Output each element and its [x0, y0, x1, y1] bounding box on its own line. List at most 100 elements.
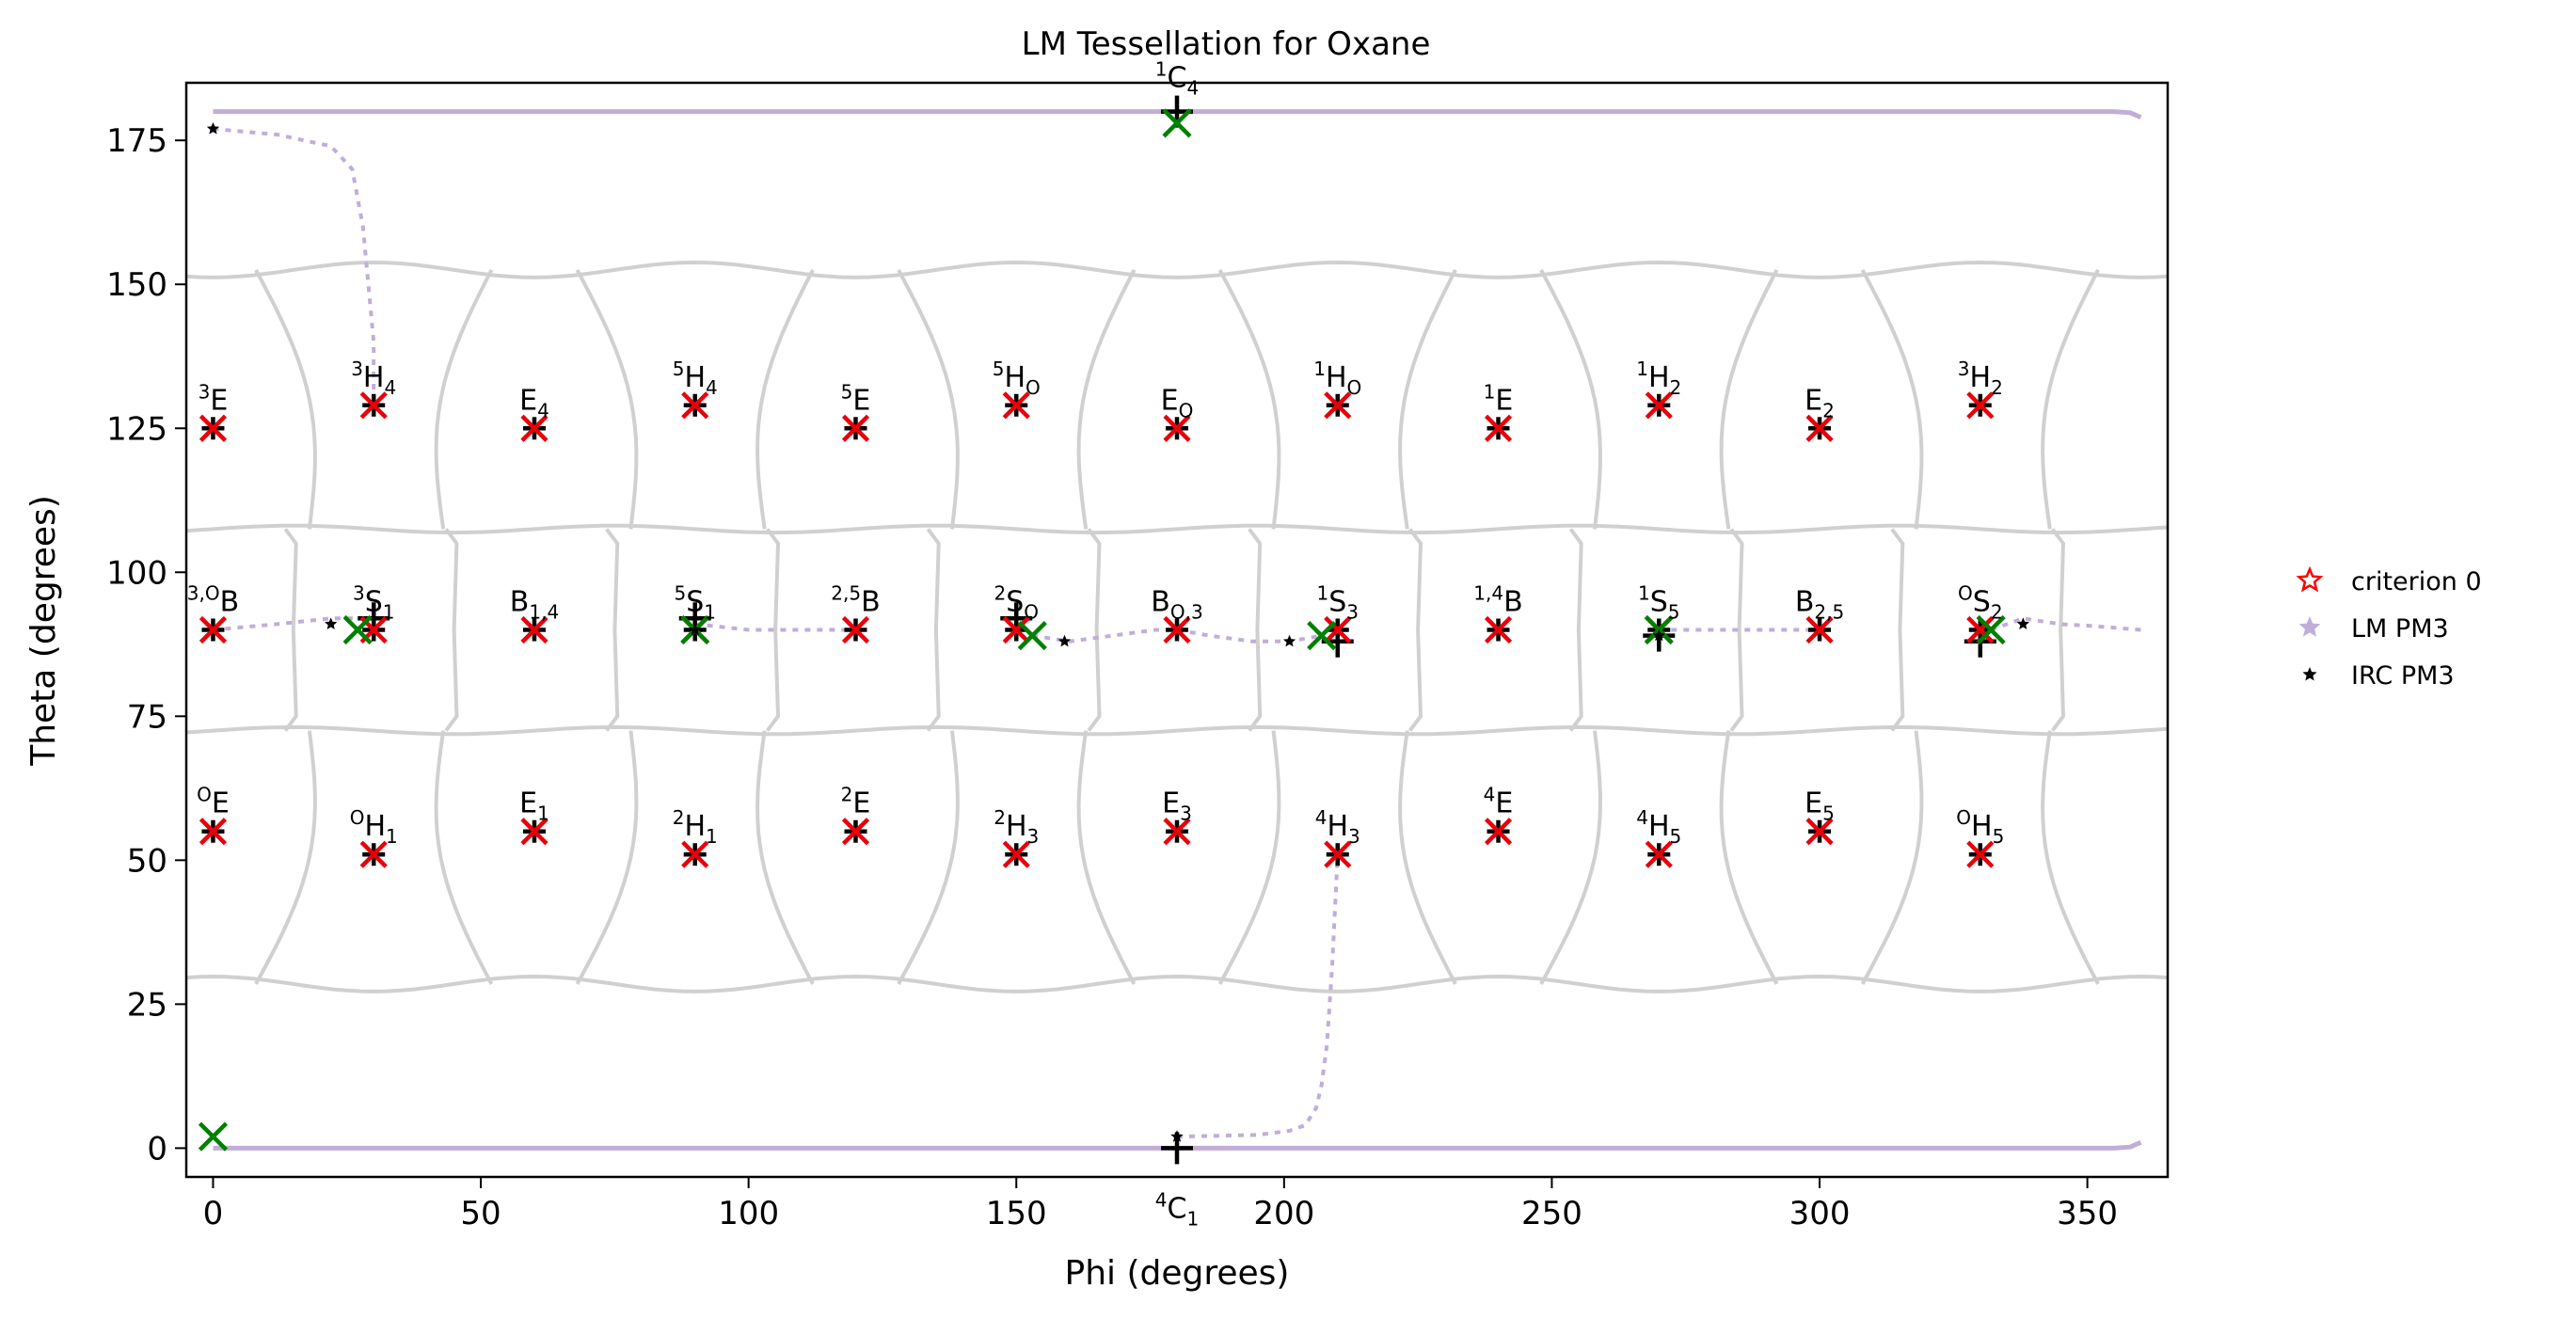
lm-path-dotted — [213, 616, 374, 632]
y-tick-label: 125 — [106, 410, 167, 448]
pucker-label: 1E — [1484, 380, 1514, 417]
y-axis-label: Theta (degrees) — [24, 495, 63, 767]
x-tick-label: 50 — [460, 1195, 501, 1232]
tess-divider-bottom — [1217, 268, 1281, 530]
pucker-label: 5HO — [993, 358, 1041, 399]
x-axis-ticks: 0 50 100 150 200 250 300 350 — [203, 1177, 2118, 1232]
tessellation-cells — [186, 260, 2168, 993]
green-x-marker — [1162, 108, 1192, 138]
tess-divider-middle — [765, 528, 781, 732]
pucker-marker — [520, 818, 549, 846]
tess-divider-middle — [1248, 528, 1263, 732]
pucker-label: 4E — [1484, 784, 1514, 820]
pucker-marker — [1805, 414, 1834, 442]
pucker-label: E1 — [519, 787, 549, 825]
pucker-marker — [520, 414, 549, 442]
pucker-label: 4C1 — [1155, 1188, 1199, 1230]
tess-divider-bottom — [897, 268, 960, 530]
x-tick-label: 200 — [1253, 1195, 1314, 1232]
tess-divider-middle — [444, 528, 459, 732]
pucker-label: 3,OB — [187, 582, 239, 619]
tess-divider-top — [1539, 730, 1602, 985]
pucker-marker — [1163, 615, 1191, 644]
pucker-label: 2,5B — [831, 582, 880, 619]
pucker-label: 3H4 — [351, 358, 396, 399]
tess-divider-top — [1398, 730, 1457, 985]
irc-star-marker — [1170, 1130, 1184, 1142]
x-tick-label: 250 — [1521, 1195, 1582, 1232]
pucker-marker — [1484, 414, 1513, 442]
x-axis-label: Phi (degrees) — [1065, 1254, 1290, 1293]
legend-label: criterion 0 — [2351, 567, 2482, 596]
pucker-marker — [1324, 615, 1352, 644]
pucker-marker — [1163, 414, 1191, 442]
x-tick-label: 350 — [2057, 1195, 2118, 1232]
legend: criterion 0 LM PM3 IRC PM3 — [2296, 565, 2482, 691]
pucker-label: 4H5 — [1636, 806, 1681, 848]
legend-label: LM PM3 — [2351, 614, 2449, 644]
lm-path-dotted — [694, 622, 856, 632]
pucker-label: EO — [1161, 384, 1194, 421]
legend-label: IRC PM3 — [2351, 661, 2455, 691]
pucker-marker — [841, 414, 870, 442]
tess-boundary-upper — [186, 974, 2168, 993]
pucker-label: 5S1 — [674, 582, 716, 624]
tess-divider-top — [1076, 730, 1137, 985]
tess-divider-bottom — [1076, 268, 1137, 530]
pucker-label: E4 — [519, 384, 549, 421]
pucker-label: 2H3 — [994, 806, 1039, 848]
tess-divider-bottom — [434, 268, 494, 530]
pucker-marker — [1002, 615, 1030, 644]
irc-star-marker — [689, 623, 702, 636]
pucker-label: B1,4 — [510, 586, 559, 624]
pucker-label: 5H4 — [673, 358, 718, 399]
tess-boundary-lower — [186, 260, 2168, 279]
x-tick-label: 100 — [718, 1195, 779, 1232]
tess-boundary-mid-bottom — [186, 523, 2168, 535]
lm-path-dotted — [1990, 616, 2141, 632]
pucker-marker — [1966, 840, 1995, 868]
tess-divider-middle — [1568, 528, 1583, 732]
pucker-marker — [681, 840, 709, 868]
tess-divider-middle — [283, 528, 298, 732]
pucker-marker — [1966, 615, 1995, 644]
pucker-marker — [841, 818, 870, 846]
tess-divider-bottom — [1860, 268, 1924, 530]
tess-divider-middle — [926, 528, 941, 732]
y-axis-ticks: 0 25 50 75 100 125 150 175 — [106, 122, 186, 1168]
tess-divider-top — [1719, 730, 1779, 985]
x-tick-label: 300 — [1789, 1195, 1851, 1232]
pucker-label: E2 — [1805, 384, 1835, 421]
lm-path-solid — [213, 109, 2142, 119]
legend-irc-icon — [2302, 667, 2317, 681]
pucker-label: 4H3 — [1315, 806, 1360, 848]
irc-star-marker — [325, 617, 338, 629]
pucker-label: 2H1 — [673, 806, 718, 848]
x-tick-label: 150 — [986, 1195, 1047, 1232]
pucker-marker — [1645, 391, 1673, 420]
lm-path-solid — [213, 1140, 2142, 1151]
tess-divider-top — [575, 730, 639, 985]
irc-star-marker — [206, 122, 220, 135]
tess-boundary-mid-top — [186, 724, 2168, 737]
pucker-label: OE — [197, 784, 230, 820]
pucker-marker — [1484, 818, 1513, 846]
y-tick-label: 50 — [127, 842, 167, 880]
pucker-label: 5E — [841, 380, 871, 417]
y-tick-label: 0 — [147, 1130, 167, 1168]
pucker-marker — [359, 840, 388, 868]
pucker-label: 2SO — [994, 582, 1039, 624]
pucker-label: 3S1 — [353, 582, 395, 624]
pucker-marker — [1002, 391, 1030, 420]
pucker-marker — [1805, 818, 1834, 846]
tess-divider-bottom — [1719, 268, 1779, 530]
tess-divider-middle — [2050, 528, 2066, 732]
irc-star-marker — [2016, 617, 2029, 629]
pucker-marker — [841, 615, 870, 644]
tess-divider-top — [434, 730, 494, 985]
x-tick-label: 0 — [203, 1195, 224, 1232]
pucker-label: 3E — [199, 380, 229, 417]
tess-divider-middle — [1407, 528, 1423, 732]
